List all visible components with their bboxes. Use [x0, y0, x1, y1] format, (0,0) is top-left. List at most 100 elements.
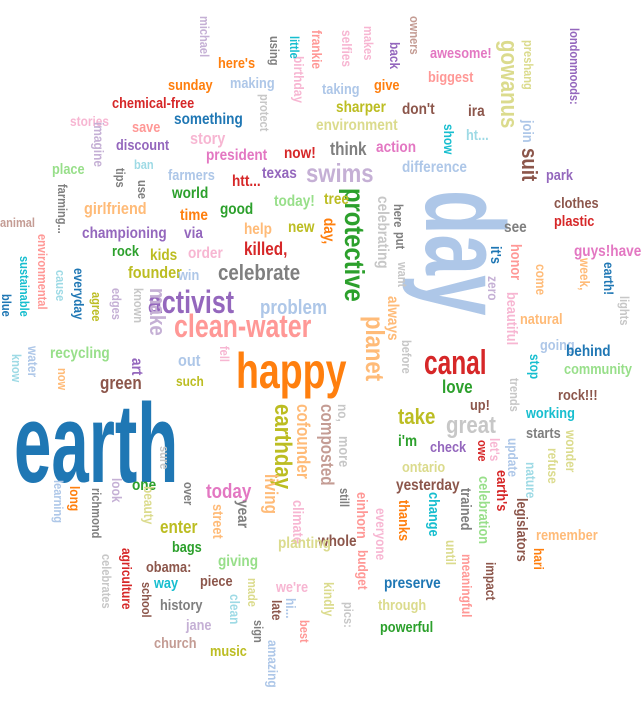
word-today: today	[206, 481, 252, 503]
word-pics: pics:	[341, 602, 356, 628]
word-budget: budget	[355, 550, 371, 590]
word-earth: earth	[14, 381, 179, 506]
word-win: win	[178, 267, 200, 284]
word-londonmoods: londonmoods:	[567, 28, 582, 105]
word-giving: giving	[218, 553, 259, 570]
word-little: little	[287, 36, 302, 59]
word-swims: swims	[306, 158, 374, 188]
word-climate: climate	[289, 500, 306, 544]
word-long: long	[67, 486, 83, 512]
word-earthday: earthday	[269, 404, 296, 490]
word-art: art	[128, 358, 145, 376]
word-lights: lights	[617, 296, 632, 326]
word-nature: nature	[523, 462, 539, 499]
word-great: great	[446, 412, 496, 439]
word-up: up!	[470, 397, 490, 414]
word-whole: whole	[318, 533, 357, 550]
word-living: living	[261, 474, 281, 514]
word-piece: piece	[200, 573, 233, 590]
word-imagine: imagine	[91, 122, 107, 167]
word-join: join	[519, 120, 536, 143]
word-planting: planting	[278, 535, 331, 552]
word-texas: texas	[262, 165, 297, 182]
word-see: see	[504, 219, 527, 236]
word-working: working	[526, 405, 575, 422]
word-want: want	[395, 262, 410, 288]
word-back: back	[387, 42, 403, 70]
word-park: park	[546, 167, 573, 184]
word-problem: problem	[260, 297, 328, 319]
word-protective: protective	[339, 188, 370, 302]
word-place: place	[52, 161, 85, 178]
word-recycling: recycling	[50, 345, 110, 362]
word-remember: remember	[536, 527, 598, 544]
word-water: water	[25, 346, 41, 378]
word-composted: composted	[317, 404, 337, 486]
word-order: order	[188, 245, 223, 262]
word-year: year	[234, 500, 251, 528]
word-best: best	[297, 620, 312, 643]
word-beauty: beauty	[141, 486, 157, 525]
word-it-s: it's	[487, 246, 504, 264]
word-still: still	[337, 488, 352, 508]
word-bags: bags	[172, 539, 202, 556]
word-change: change	[425, 492, 442, 537]
word-impact: impact	[483, 562, 499, 601]
word-sustainable: sustainable	[17, 256, 32, 317]
word-honor: honor	[507, 244, 524, 281]
word-frankie: frankie	[309, 30, 325, 70]
word-celebrate: celebrate	[218, 260, 301, 285]
word-richmond: richmond	[89, 488, 104, 539]
word-rock: rock	[112, 243, 139, 260]
word-trained: trained	[457, 488, 474, 531]
word-natural: natural	[520, 311, 563, 328]
word-chemical-free: chemical-free	[112, 95, 195, 112]
word-environmental: environmental	[35, 234, 50, 310]
word-update: update	[505, 438, 521, 478]
word-everyday: everyday	[71, 268, 87, 320]
word-difference: difference	[402, 159, 467, 176]
word-sharper: sharper	[336, 99, 386, 116]
word-tree: tree	[324, 191, 349, 208]
word-tips: tips	[113, 168, 128, 188]
word-one: one	[132, 477, 157, 494]
word-going: going	[540, 337, 575, 354]
word-let-s: let's	[487, 438, 503, 462]
word-makes: makes	[361, 26, 376, 61]
word-know: know	[9, 354, 24, 383]
word-fell: fell	[217, 346, 232, 362]
word-now: now	[55, 368, 70, 391]
word-help: help	[244, 221, 272, 238]
word-put: put	[393, 232, 408, 250]
word-known: known	[131, 288, 146, 323]
word-take: take	[398, 404, 436, 429]
word-clothes: clothes	[554, 195, 599, 212]
word-made: made	[245, 578, 260, 607]
word-look: look	[109, 478, 125, 503]
word-good: good	[220, 201, 254, 218]
word-environment: environment	[316, 117, 398, 134]
word-ban: ban	[134, 157, 154, 172]
word-clean: clean	[227, 594, 243, 625]
word-always: always	[384, 296, 401, 341]
word-protect: protect	[257, 94, 272, 132]
word-happy: happy	[236, 343, 347, 399]
word-cause: cause	[53, 270, 68, 302]
word-discount: discount	[116, 137, 170, 154]
word-use: use	[135, 180, 150, 200]
word-kids: kids	[150, 247, 178, 264]
word-president: president	[206, 147, 268, 164]
word-cofounder: cofounder	[293, 404, 313, 479]
word-learning: learning	[51, 480, 66, 523]
word-zero: zero	[485, 276, 501, 301]
word-amazing: amazing	[265, 640, 281, 688]
word-farmers: farmers	[168, 167, 215, 184]
word-give: give	[374, 77, 400, 94]
word-meaningful: meaningful	[459, 554, 475, 618]
word-such: such	[176, 373, 204, 389]
word-making: making	[230, 75, 275, 92]
word-enter: enter	[160, 517, 198, 537]
word-activist: activist	[148, 284, 235, 320]
word-edges: edges	[109, 288, 124, 320]
word-something: something	[174, 111, 243, 128]
